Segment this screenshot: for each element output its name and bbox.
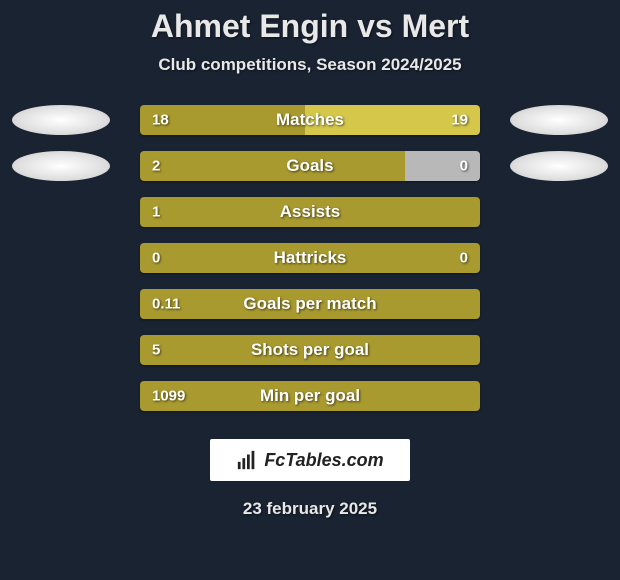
stat-row: 5 Shots per goal <box>0 335 620 365</box>
stat-label: Min per goal <box>260 386 360 406</box>
stat-bar: 5 Shots per goal <box>140 335 480 365</box>
stat-bar: 1099 Min per goal <box>140 381 480 411</box>
stat-value-right: 19 <box>451 112 468 129</box>
stat-row: 0.11 Goals per match <box>0 289 620 319</box>
bar-segment-left <box>140 151 405 181</box>
stat-label: Assists <box>280 202 340 222</box>
stat-label: Goals <box>286 156 333 176</box>
stat-bar: 2 0 Goals <box>140 151 480 181</box>
stat-value-left: 0 <box>152 250 160 267</box>
stat-value-left: 18 <box>152 112 169 129</box>
stat-label: Hattricks <box>274 248 347 268</box>
stat-value-left: 1099 <box>152 388 185 405</box>
stat-row: 2 0 Goals <box>0 151 620 181</box>
player2-oval <box>510 151 608 181</box>
stat-value-right: 0 <box>460 250 468 267</box>
stat-bar: 0 0 Hattricks <box>140 243 480 273</box>
stat-bar: 0.11 Goals per match <box>140 289 480 319</box>
bar-segment-right <box>405 151 480 181</box>
stat-value-left: 1 <box>152 204 160 221</box>
stat-rows: 18 19 Matches 2 0 Goals 1 Assists 0 0 Hattricks 0.1… <box>0 105 620 427</box>
stat-value-right: 0 <box>460 158 468 175</box>
stat-row: 0 0 Hattricks <box>0 243 620 273</box>
chart-icon <box>236 449 258 471</box>
stat-bar: 1 Assists <box>140 197 480 227</box>
stat-label: Shots per goal <box>251 340 369 360</box>
date-text: 23 february 2025 <box>243 499 377 519</box>
branding-text: FcTables.com <box>264 450 383 471</box>
stat-row: 18 19 Matches <box>0 105 620 135</box>
stat-value-left: 5 <box>152 342 160 359</box>
stat-bar: 18 19 Matches <box>140 105 480 135</box>
stat-value-left: 0.11 <box>152 296 180 313</box>
stat-row: 1 Assists <box>0 197 620 227</box>
branding-badge: FcTables.com <box>210 439 409 481</box>
stat-row: 1099 Min per goal <box>0 381 620 411</box>
player1-oval <box>12 105 110 135</box>
page-title: Ahmet Engin vs Mert <box>151 8 469 45</box>
stat-label: Goals per match <box>243 294 376 314</box>
page-subtitle: Club competitions, Season 2024/2025 <box>158 55 461 75</box>
player2-oval <box>510 105 608 135</box>
stat-value-left: 2 <box>152 158 160 175</box>
player1-oval <box>12 151 110 181</box>
stat-label: Matches <box>276 110 344 130</box>
